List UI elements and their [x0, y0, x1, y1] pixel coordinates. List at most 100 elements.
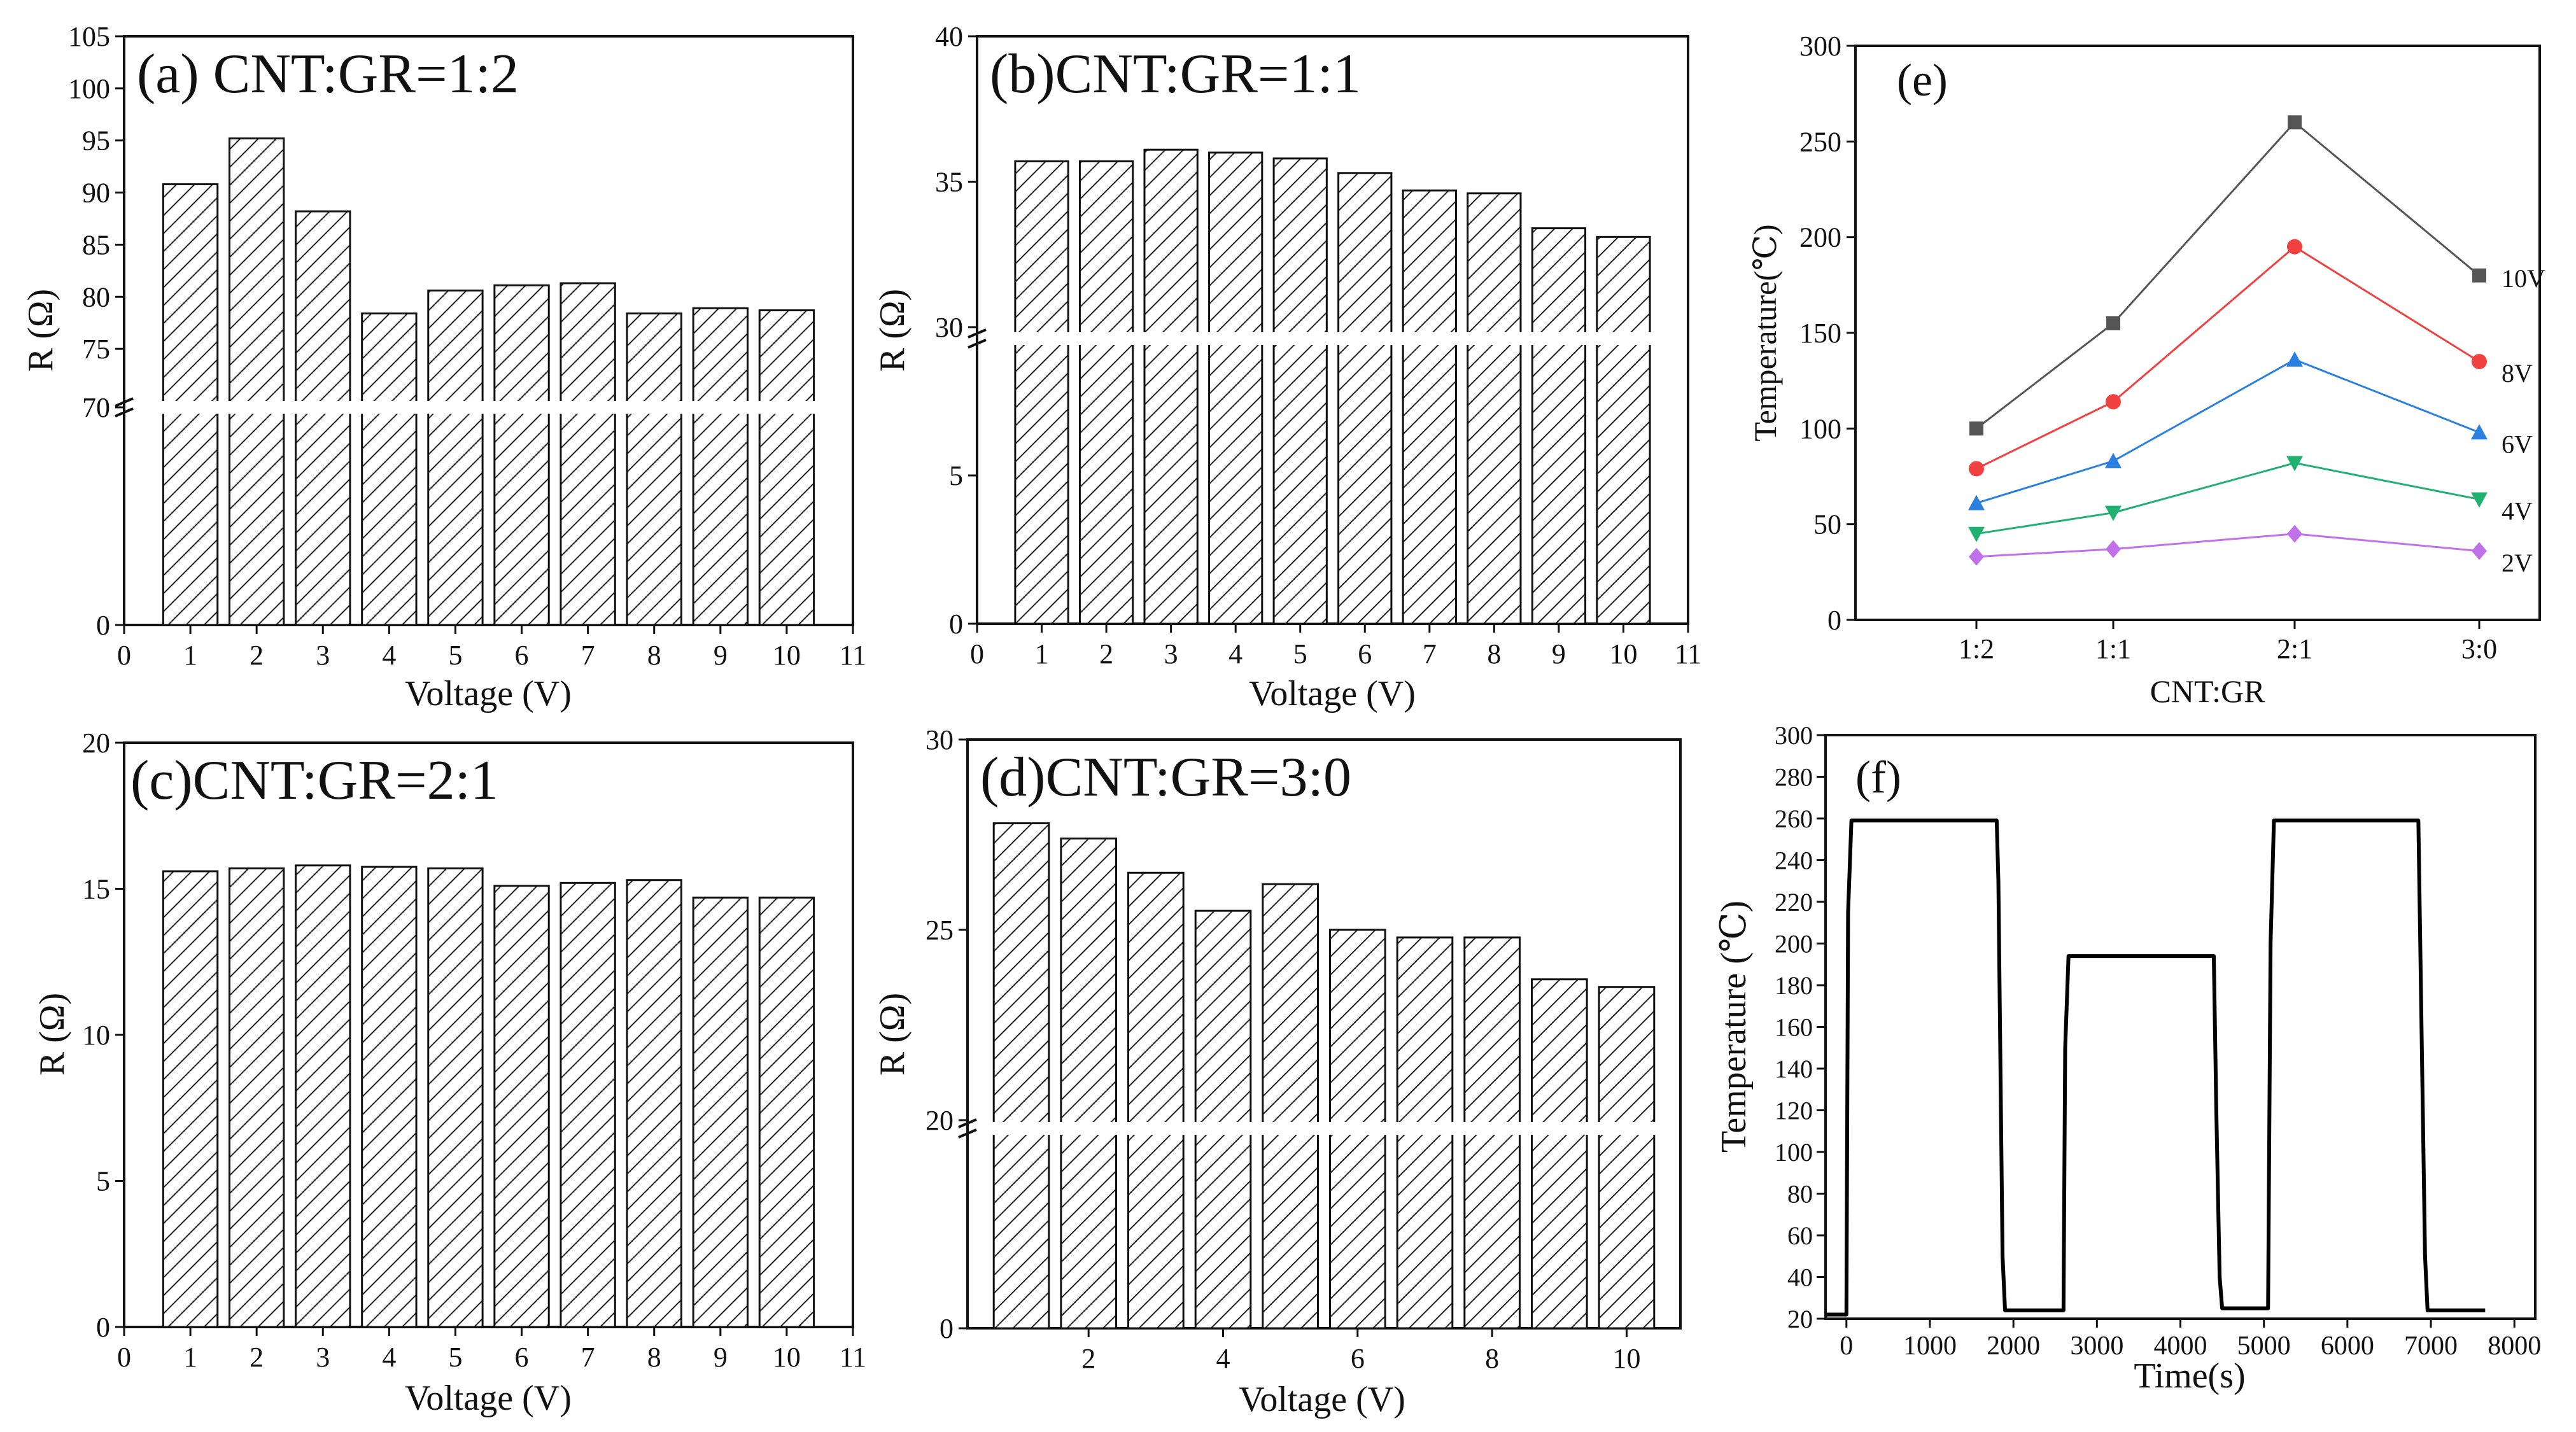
panel-e-yticks: 0 50 100 150 200 250 300 [1799, 31, 1855, 636]
panel-b-bars [968, 148, 1686, 625]
panel-a-bars [115, 137, 850, 626]
x-tick-label-c: 8 [647, 1342, 661, 1373]
panel-e-series: 10V 8V 6V 4V 2V [1968, 115, 2545, 577]
x-tick-label-b: 0 [970, 638, 984, 670]
bar-b-6 [1337, 172, 1393, 625]
x-tick-label-b: 5 [1293, 638, 1307, 670]
marker-10V [2288, 115, 2302, 130]
axis-break-gap-a [127, 401, 850, 414]
bar-c-8 [626, 879, 682, 1328]
panel-a-xlabel: Voltage (V) [405, 674, 572, 713]
y-tick-label-c: 20 [82, 727, 110, 759]
y-tick-label-e: 50 [1813, 509, 1841, 540]
y-tick-label-d: 30 [926, 724, 954, 755]
panel-f-series [1826, 818, 2486, 1317]
marker-6V [2105, 453, 2122, 468]
y-tick-label-a: 95 [82, 125, 110, 157]
y-tick-label-f: 120 [1775, 1097, 1813, 1125]
y-tick-label-f: 260 [1775, 804, 1813, 833]
panel-d: (d)CNT:GR=3:0 Voltage (V) R (Ω) 2 4 6 8 10 0… [873, 724, 1682, 1419]
bar-c-6 [493, 885, 550, 1328]
bar-a-8 [626, 312, 682, 626]
panel-b-xlabel: Voltage (V) [1249, 674, 1416, 713]
y-tick-label-a: 105 [68, 21, 110, 52]
x-tick-label-e: 1:2 [1959, 633, 1994, 664]
x-tick-label-a: 1 [183, 640, 197, 671]
y-tick-label-a: 75 [82, 333, 110, 365]
marker-2V [2472, 542, 2487, 560]
bar-b-10 [1596, 235, 1651, 625]
axis-break-mark-b [968, 328, 987, 339]
series-line-8V [1976, 245, 2480, 470]
panel-d-frame [966, 738, 1682, 1330]
bar-c-9 [692, 896, 749, 1328]
panel-b-frame [976, 35, 1689, 625]
bar-b-1 [1014, 160, 1069, 625]
panel-f-xticks: 0 1000 2000 3000 4000 5000 6000 7000 8000 [1840, 1319, 2541, 1361]
panel-b-title: (b)CNT:GR=1:1 [990, 43, 1361, 105]
panel-a-title: (a) CNT:GR=1:2 [137, 43, 519, 105]
axis-break-mark-d [958, 1128, 977, 1139]
x-tick-label-a: 7 [581, 640, 595, 671]
x-tick-label-a: 4 [382, 640, 396, 671]
bar-c-7 [560, 881, 616, 1328]
series-label-2V: 2V [2502, 549, 2533, 577]
bar-a-9 [692, 307, 749, 626]
panel-b: (b)CNT:GR=1:1 Voltage (V) R (Ω) 0 1 2 3 4 5 6 7… [873, 21, 1701, 713]
bar-b-4 [1208, 151, 1263, 625]
x-tick-label-f: 1000 [1903, 1331, 1957, 1361]
y-tick-label-a: 0 [96, 610, 110, 641]
panel-f-yticks: 20 40 60 80 100 120 140 160 180 200 220 240 260 280 30… [1775, 721, 1826, 1333]
bar-b-8 [1467, 192, 1522, 625]
x-tick-label-c: 9 [714, 1342, 728, 1373]
bar-d-1 [992, 822, 1050, 1330]
axis-break-mark-a [115, 407, 134, 418]
y-tick-label-b: 35 [935, 167, 963, 198]
panel-d-ylabel: R (Ω) [873, 993, 912, 1076]
axis-break-mark-b [968, 339, 987, 349]
y-tick-label-f: 200 [1775, 930, 1813, 958]
x-tick-label-d: 6 [1351, 1343, 1365, 1374]
panel-c: (c)CNT:GR=2:1 Voltage (V) R (Ω) 0 1 2 3 4 5 6 7… [32, 727, 866, 1418]
y-tick-label-f: 40 [1787, 1263, 1813, 1292]
panel-a-ylabel: R (Ω) [21, 289, 60, 372]
bar-b-5 [1272, 157, 1328, 625]
bar-d-5 [1262, 883, 1319, 1330]
x-tick-label-c: 5 [448, 1342, 462, 1373]
y-tick-label-f: 20 [1787, 1305, 1813, 1333]
y-tick-label-a: 80 [82, 281, 110, 312]
marker-10V [2472, 268, 2486, 283]
y-tick-label-e: 0 [1827, 605, 1841, 636]
series-label-10V: 10V [2502, 264, 2545, 293]
panel-c-ylabel: R (Ω) [32, 993, 72, 1076]
bar-a-5 [427, 289, 484, 626]
y-tick-label-f: 280 [1775, 763, 1813, 792]
marker-8V [1969, 461, 1984, 477]
x-tick-label-f: 2000 [1987, 1331, 2040, 1361]
x-tick-label-a: 9 [714, 640, 728, 671]
x-tick-label-c: 6 [515, 1342, 529, 1373]
series-label-4V: 4V [2502, 497, 2533, 526]
y-tick-label-f: 240 [1775, 846, 1813, 875]
y-tick-label-c: 10 [82, 1020, 110, 1051]
x-tick-label-f: 6000 [2321, 1331, 2374, 1361]
x-tick-label-c: 7 [581, 1342, 595, 1373]
bar-c-4 [361, 866, 418, 1328]
x-tick-label-f: 5000 [2237, 1331, 2291, 1361]
x-tick-label-f: 0 [1840, 1331, 1853, 1361]
panel-c-xlabel: Voltage (V) [405, 1379, 572, 1418]
x-tick-label-c: 3 [316, 1342, 330, 1373]
y-tick-label-d: 0 [940, 1313, 954, 1344]
marker-6V [1968, 495, 1985, 510]
panel-d-xticks: 2 4 6 8 10 [1081, 1328, 1640, 1374]
panel-f: (f) Time(s) Temperature (℃) 0 1000 2000 300… [1714, 721, 2541, 1396]
y-tick-label-f: 220 [1775, 888, 1813, 916]
x-tick-label-c: 0 [117, 1342, 131, 1373]
panel-c-title: (c)CNT:GR=2:1 [130, 750, 498, 811]
series-line-2V [1976, 533, 2480, 558]
y-tick-label-f: 180 [1775, 971, 1813, 1000]
x-tick-label-b: 9 [1552, 638, 1566, 670]
x-tick-label-a: 0 [117, 640, 131, 671]
x-tick-label-c: 11 [840, 1342, 866, 1373]
